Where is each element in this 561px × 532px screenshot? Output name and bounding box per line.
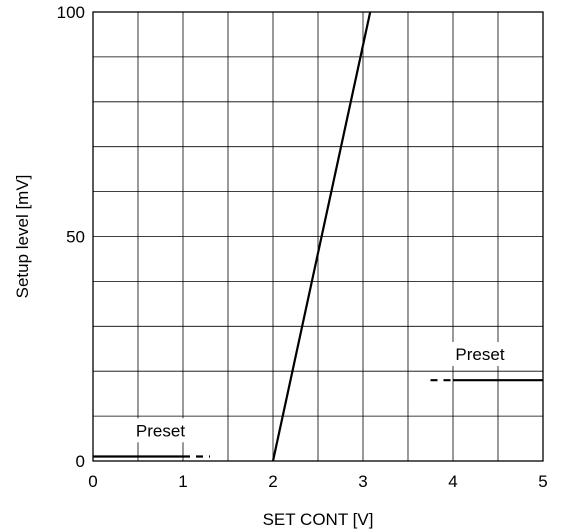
- annotations: Preset Preset: [127, 341, 513, 443]
- x-tick-label: 3: [358, 472, 367, 491]
- x-tick-label: 5: [538, 472, 547, 491]
- y-tick-label: 50: [66, 228, 85, 247]
- y-tick-label: 100: [57, 3, 85, 22]
- annotation-background: [127, 418, 194, 443]
- series-layer: [93, 11, 543, 462]
- y-axis-label: Setup level [mV]: [13, 175, 32, 299]
- annotation-background: [447, 341, 513, 366]
- x-axis-label: SET CONT [V]: [263, 510, 374, 529]
- line-0: [271, 11, 372, 462]
- grid: [93, 12, 543, 461]
- x-tick-label: 4: [448, 472, 457, 491]
- plot-frame: [92, 11, 544, 462]
- x-tick-label: 1: [178, 472, 187, 491]
- x-tick-label: 0: [88, 472, 97, 491]
- annotation-label: Preset: [136, 421, 185, 440]
- annotation-label: Preset: [455, 345, 504, 364]
- x-tick-label: 2: [268, 472, 277, 491]
- y-tick-label: 0: [76, 452, 85, 471]
